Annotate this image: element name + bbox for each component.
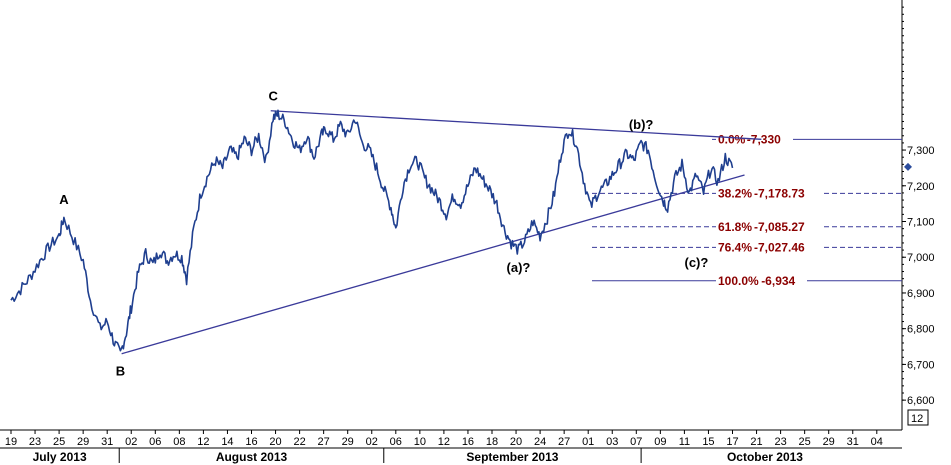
- fib-level-value: -7,178.73: [754, 186, 805, 200]
- price-tick-label: 6,600: [907, 395, 935, 407]
- date-tick-label: 03: [606, 436, 618, 448]
- date-tick-label: 20: [269, 436, 281, 448]
- fib-level-value: -7,330: [747, 132, 781, 146]
- date-tick-label: 22: [293, 436, 305, 448]
- price-tick-label: 6,700: [907, 359, 935, 371]
- date-tick-label: 07: [630, 436, 642, 448]
- date-tick-label: 25: [799, 436, 811, 448]
- date-tick-label: 31: [847, 436, 859, 448]
- fib-level-percent: 61.8%: [718, 220, 752, 234]
- price-tick-label: 7,300: [907, 145, 935, 157]
- fib-level-percent: 76.4%: [718, 240, 752, 254]
- date-tick-label: 25: [53, 436, 65, 448]
- price-tick-label: 6,900: [907, 288, 935, 300]
- fib-level-value: -7,085.27: [754, 220, 805, 234]
- fib-label-bg: [716, 240, 821, 255]
- date-tick-label: 02: [366, 436, 378, 448]
- date-tick-label: 04: [871, 436, 883, 448]
- date-tick-label: 12: [438, 436, 450, 448]
- wave-label: (c)?: [685, 255, 709, 270]
- wave-label: (b)?: [629, 117, 654, 132]
- date-tick-label: 17: [726, 436, 738, 448]
- price-tick-label: 7,200: [907, 181, 935, 193]
- month-label: October 2013: [727, 450, 803, 464]
- price-tick-label: 7,000: [907, 252, 935, 264]
- trendline: [270, 110, 762, 140]
- date-tick-label: 23: [774, 436, 786, 448]
- fibonacci-levels: 0.0% -7,330 38.2% -7,178.73 61.8% -7,085.2…: [592, 132, 902, 288]
- date-tick-label: 16: [245, 436, 257, 448]
- fib-level-value: -6,934: [761, 274, 795, 288]
- fib-level-value: -7,027.46: [754, 240, 805, 254]
- period-box: [907, 409, 929, 426]
- date-tick-label: 02: [125, 436, 137, 448]
- date-tick-label: 29: [823, 436, 835, 448]
- date-tick-label: 23: [29, 436, 41, 448]
- fib-label-bg: [716, 219, 821, 234]
- month-label: August 2013: [216, 450, 288, 464]
- date-tick-label: 31: [101, 436, 113, 448]
- price-line: [10, 109, 734, 352]
- date-tick-label: 27: [318, 436, 330, 448]
- date-tick-label: 20: [510, 436, 522, 448]
- price-axis: 6,600 6,700 6,800 6,900 7,000 7,100 7,200 7,300…: [902, 6, 935, 426]
- date-tick-label: 18: [486, 436, 498, 448]
- date-tick-label: 15: [702, 436, 714, 448]
- date-tick-label: 29: [342, 436, 354, 448]
- wave-label: C: [268, 88, 278, 103]
- date-tick-label: 06: [390, 436, 402, 448]
- date-tick-label: 21: [750, 436, 762, 448]
- date-tick-label: 14: [221, 436, 233, 448]
- date-tick-label: 11: [679, 436, 690, 448]
- date-tick-label: 12: [197, 436, 209, 448]
- price-series: [10, 109, 734, 352]
- date-tick-label: 16: [462, 436, 474, 448]
- price-tick-label: 7,100: [907, 217, 935, 229]
- date-tick-label: 24: [534, 436, 546, 448]
- fib-level-percent: 38.2%: [718, 186, 752, 200]
- fib-label-bg: [716, 186, 821, 201]
- period-box-label: 12: [911, 413, 923, 425]
- last-price-marker: [904, 162, 912, 171]
- wave-label: B: [116, 364, 125, 379]
- date-tick-label: 09: [654, 436, 666, 448]
- date-tick-label: 01: [582, 436, 594, 448]
- fib-level-percent: 0.0%: [718, 132, 746, 146]
- date-tick-label: 08: [173, 436, 185, 448]
- fib-level-percent: 100.0%: [718, 274, 759, 288]
- wave-label: A: [59, 192, 69, 207]
- date-tick-label: 06: [149, 436, 161, 448]
- date-tick-label: 27: [558, 436, 570, 448]
- wave-label: (a)?: [507, 260, 531, 275]
- month-label: September 2013: [466, 450, 558, 464]
- date-tick-label: 19: [5, 436, 17, 448]
- month-label: July 2013: [33, 450, 87, 464]
- wave-labels: A B C (a)? (b)? (c)?: [59, 88, 708, 378]
- fib-label-bg: [716, 273, 807, 288]
- date-tick-label: 29: [77, 436, 89, 448]
- trendlines: [121, 110, 762, 355]
- date-tick-label: 10: [414, 436, 426, 448]
- date-axis: 19 23 25 29 31 02 06 08 12 14 16 20 22 27 29 02 06 10 12 16…: [5, 430, 883, 464]
- trendline: [121, 174, 745, 355]
- price-tick-label: 6,800: [907, 324, 935, 336]
